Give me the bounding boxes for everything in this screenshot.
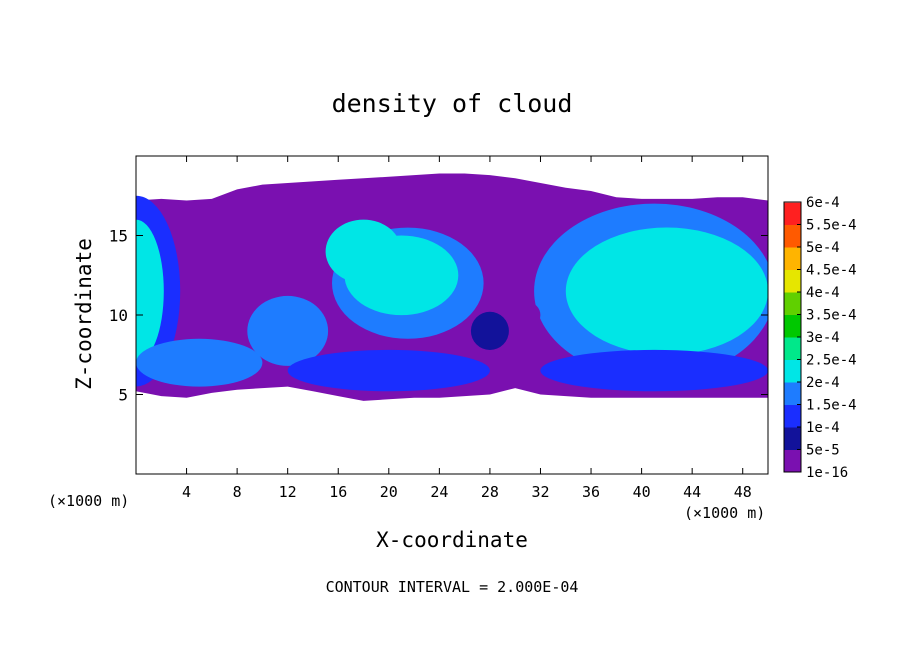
colorbar-label: 2.5e-4 [806,353,857,369]
colorbar-label: 1.5e-4 [806,398,857,414]
x-tick-label: 48 [734,483,752,501]
y-tick-label: 5 [118,386,128,405]
y-tick-label: 10 [109,306,128,325]
colorbar-swatch [784,314,801,338]
density-region-lower-band-right [540,349,768,392]
x-tick-label: 44 [683,483,701,501]
density-region-mid-plume-top [325,219,402,284]
colorbar-label: 3.5e-4 [806,308,857,324]
colorbar-label: 4.5e-4 [806,263,857,279]
density-region-eddy-27 [470,311,509,350]
density-region-left-column-core [136,219,164,363]
x-tick-label: 28 [481,483,499,501]
x-tick-label: 16 [329,483,347,501]
x-tick-label: 40 [633,483,651,501]
x-tick-label: 4 [182,483,191,501]
y-axis: 5 10 15 [109,227,768,405]
x-tick-label: 12 [279,483,297,501]
y-tick-label: 15 [109,227,128,246]
colorbar-swatch [784,382,801,405]
colorbar-label: 1e-4 [806,420,840,436]
contour-interval: CONTOUR INTERVAL = 2.000E-04 [326,578,579,596]
x-axis-label: X-coordinate [376,528,528,552]
colorbar-swatch [784,247,801,270]
chart-title: density of cloud [332,89,573,118]
plot-area [136,173,768,401]
x-axis: 4 8 12 16 20 24 28 32 36 40 44 48 [182,156,752,501]
colorbar-label: 5.5e-4 [806,218,857,234]
colorbar: 1e-16 5e-5 1e-4 1.5e-4 2e-4 2.5e-4 3e-4 3.5e-4 4… [783,195,857,481]
x-tick-label: 32 [531,483,549,501]
colorbar-label: 2e-4 [806,375,840,391]
colorbar-swatch [784,292,801,315]
colorbar-swatch [784,404,801,428]
colorbar-label: 6e-4 [806,195,840,211]
x-unit-left: (×1000 m) [48,492,129,510]
colorbar-label: 1e-16 [806,465,848,481]
colorbar-swatch [784,337,801,360]
colorbar-swatch [784,202,801,225]
colorbar-swatch [784,449,801,473]
density-region-eddy-30 [515,302,541,328]
colorbar-swatch [784,269,801,293]
colorbar-swatch [784,427,801,450]
colorbar-swatch [784,359,801,383]
density-region-right-plume-inner [654,243,756,323]
y-axis-label: Z-coordinate [72,238,96,390]
x-tick-label: 8 [233,483,242,501]
x-tick-label: 24 [430,483,448,501]
colorbar-label: 3e-4 [806,330,840,346]
colorbar-label: 5e-5 [806,443,840,459]
colorbar-label: 5e-4 [806,240,840,256]
colorbar-label: 4e-4 [806,285,840,301]
colorbar-swatch [784,224,801,248]
density-region-lower-band-left [136,338,263,387]
x-tick-label: 20 [380,483,398,501]
x-unit-right: (×1000 m) [684,504,765,522]
x-tick-label: 36 [582,483,600,501]
density-region-lobe-8-11 [247,295,329,366]
density-region-lower-band-mid [287,349,490,392]
